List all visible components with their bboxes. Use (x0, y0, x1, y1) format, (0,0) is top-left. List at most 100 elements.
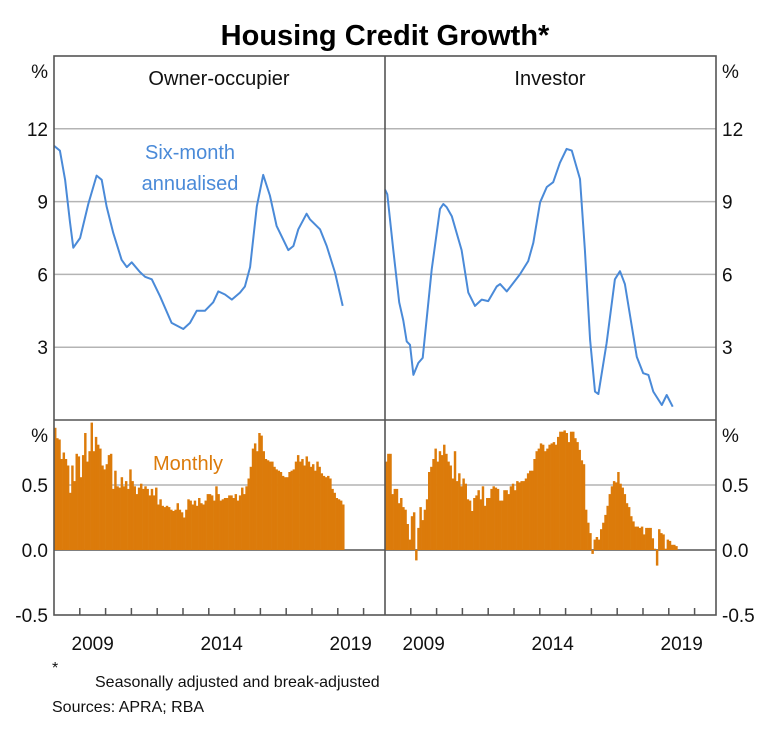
bar-owner-occupier-48 (157, 504, 160, 550)
bar-owner-occupier-109 (288, 472, 291, 550)
bar-investor-50 (492, 486, 495, 550)
bar-investor-75 (546, 448, 549, 550)
bar-owner-occupier-67 (198, 498, 201, 550)
panel-title-owner-occupier: Owner-occupier (148, 68, 290, 90)
bar-investor-107 (615, 482, 618, 550)
bar-investor-9 (404, 509, 407, 550)
bar-investor-74 (544, 451, 547, 550)
bar-investor-38 (466, 499, 470, 550)
bar-investor-121 (645, 527, 648, 550)
bar-owner-occupier-28 (114, 470, 117, 550)
bar-owner-occupier-104 (277, 470, 281, 550)
bar-investor-99 (597, 539, 601, 550)
bar-investor-108 (617, 472, 620, 550)
bar-owner-occupier-53 (167, 507, 171, 550)
bar-investor-131 (666, 539, 670, 550)
bar-owner-occupier-127 (327, 475, 330, 550)
bar-investor-14 (415, 550, 418, 561)
bar-owner-occupier-70 (204, 500, 207, 550)
bar-investor-125 (653, 548, 657, 550)
bar-owner-occupier-96 (260, 435, 263, 550)
bar-owner-occupier-132 (337, 499, 341, 550)
bar-owner-occupier-21 (99, 448, 102, 550)
bar-owner-occupier-68 (200, 503, 203, 550)
bar-investor-31 (451, 478, 455, 550)
bar-owner-occupier-125 (322, 475, 326, 550)
bar-owner-occupier-61 (185, 509, 188, 550)
bar-investor-4 (393, 488, 397, 550)
bar-investor-11 (408, 539, 412, 550)
bar-owner-occupier-66 (195, 505, 199, 550)
panel-title-investor: Investor (514, 68, 585, 90)
y-tick-label-left-9: 9 (37, 193, 48, 214)
bar-investor-39 (468, 500, 472, 550)
bar-owner-occupier-2 (58, 439, 61, 550)
bar-investor-6 (397, 503, 401, 550)
bar-owner-occupier-82 (230, 495, 233, 550)
bar-investor-93 (584, 509, 588, 550)
bar-owner-occupier-19 (94, 436, 98, 550)
bar-investor-77 (550, 443, 553, 550)
bar-owner-occupier-123 (318, 466, 321, 550)
bar-owner-occupier-107 (284, 477, 287, 550)
bar-investor-90 (578, 449, 581, 550)
bar-investor-59 (511, 483, 515, 550)
bar-owner-occupier-60 (182, 517, 186, 550)
footnote-marker: * (52, 660, 59, 677)
bar-investor-20 (427, 472, 431, 550)
bar-investor-92 (582, 464, 586, 550)
chart-title: Housing Credit Growth* (221, 20, 550, 52)
bar-owner-occupier-45 (150, 488, 154, 550)
y-tick-label-right-3: 3 (722, 338, 733, 359)
bar-investor-113 (627, 507, 631, 550)
bar-owner-occupier-64 (191, 504, 195, 550)
bar-owner-occupier-128 (329, 478, 332, 550)
bar-owner-occupier-90 (247, 478, 250, 550)
bar-owner-occupier-69 (202, 504, 205, 550)
bar-investor-5 (395, 488, 399, 550)
bar-owner-occupier-85 (236, 500, 240, 550)
bar-owner-occupier-106 (281, 475, 285, 550)
bar-owner-occupier-43 (146, 488, 149, 550)
bar-investor-98 (595, 537, 599, 550)
bar-owner-occupier-105 (279, 472, 283, 550)
y-tick-label-left--0.5: -0.5 (15, 606, 48, 627)
bar-investor-73 (541, 444, 545, 550)
bar-investor-28 (445, 453, 448, 550)
bar-owner-occupier-63 (189, 500, 192, 550)
bar-investor-60 (513, 490, 517, 550)
bar-owner-occupier-55 (172, 511, 175, 550)
bar-investor-129 (662, 534, 665, 550)
bar-investor-78 (552, 442, 556, 550)
bar-owner-occupier-76 (217, 494, 220, 550)
bar-investor-36 (462, 478, 465, 550)
bar-owner-occupier-71 (206, 494, 210, 550)
footnote-text: Seasonally adjusted and break-adjusted (95, 674, 380, 691)
bar-investor-10 (406, 524, 409, 550)
bar-owner-occupier-3 (60, 459, 63, 550)
bar-investor-3 (391, 494, 394, 550)
bar-owner-occupier-1 (56, 438, 59, 550)
bar-investor-94 (587, 522, 590, 550)
bar-owner-occupier-56 (174, 509, 177, 550)
bar-owner-occupier-130 (333, 492, 336, 550)
bar-owner-occupier-65 (193, 500, 197, 550)
bar-owner-occupier-31 (120, 477, 124, 550)
line-owner-occupier-six-month (53, 145, 344, 330)
bar-owner-occupier-118 (307, 461, 311, 550)
bar-investor-24 (436, 461, 440, 550)
bar-owner-occupier-108 (286, 477, 289, 550)
bar-investor-46 (483, 505, 487, 550)
bar-owner-occupier-134 (342, 504, 345, 550)
bar-investor-115 (632, 521, 635, 550)
bar-investor-32 (453, 451, 457, 550)
bar-investor-16 (419, 507, 422, 550)
bar-owner-occupier-12 (79, 477, 83, 550)
bar-owner-occupier-27 (112, 488, 115, 550)
bar-owner-occupier-100 (268, 461, 272, 550)
bar-investor-43 (477, 490, 480, 550)
bar-owner-occupier-79 (223, 498, 227, 550)
bar-owner-occupier-17 (90, 422, 93, 550)
bar-owner-occupier-133 (339, 500, 343, 550)
bar-investor-23 (434, 448, 437, 550)
